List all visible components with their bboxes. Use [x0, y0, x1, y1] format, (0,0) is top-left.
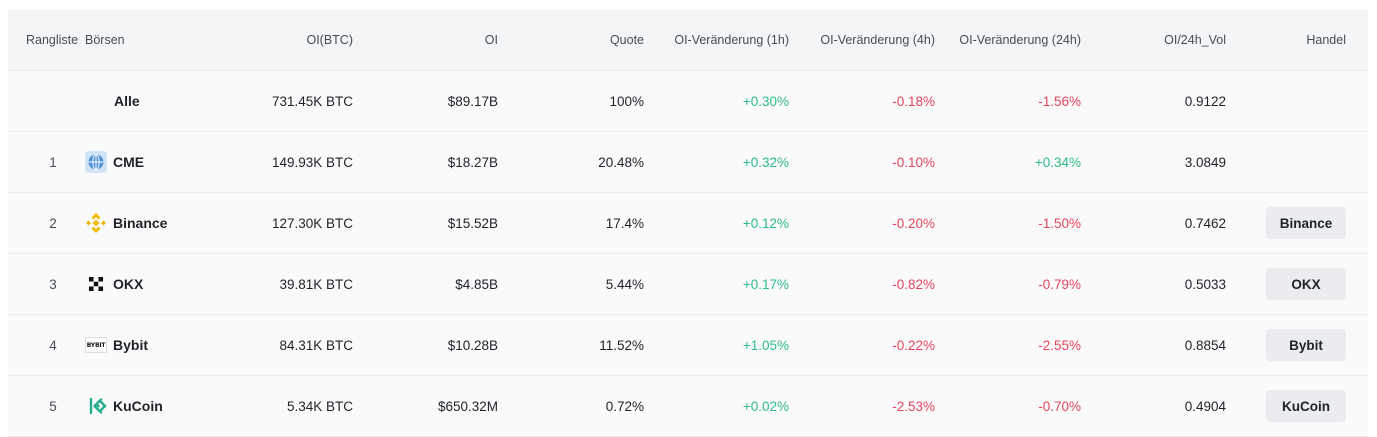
oi-vol-cell: 0.5033	[1184, 276, 1226, 292]
oi-vol-cell: 3.0849	[1184, 154, 1226, 170]
oi-vol-cell: 0.8854	[1184, 337, 1226, 353]
change-4h-cell: -0.10%	[892, 154, 935, 170]
oi-btc-cell: 149.93K BTC	[271, 154, 353, 170]
share-cell: 17.4%	[605, 215, 644, 231]
oi-cell: $650.32M	[437, 398, 498, 414]
oi-btc-cell: 731.45K BTC	[271, 93, 353, 109]
oi-btc-cell: 84.31K BTC	[279, 337, 353, 353]
exchange-cell[interactable]: Alle	[85, 93, 205, 109]
change-1h-cell: +0.32%	[742, 154, 789, 170]
change-1h-cell: +0.12%	[742, 215, 789, 231]
trade-button-okx[interactable]: OKX	[1266, 268, 1346, 300]
header-change-1h[interactable]: OI-Veränderung (1h)	[674, 33, 789, 47]
table-row[interactable]: 2 Binance 127.30K BTC $15.52B 17.4% +0.1…	[8, 193, 1368, 254]
change-24h-cell: -1.56%	[1038, 93, 1081, 109]
oi-cell: $18.27B	[447, 154, 498, 170]
trade-button-binance[interactable]: Binance	[1266, 207, 1346, 239]
exchange-cell[interactable]: OKX	[85, 273, 205, 295]
exchange-cell[interactable]: KuCoin	[85, 395, 205, 417]
binance-logo-icon	[85, 212, 107, 234]
exchange-cell[interactable]: Binance	[85, 212, 205, 234]
rank-cell: 4	[49, 337, 57, 353]
oi-cell: $10.28B	[447, 337, 498, 353]
oi-vol-cell: 0.4904	[1184, 398, 1226, 414]
exchange-name: Alle	[114, 93, 140, 109]
header-trade: Handel	[1306, 33, 1346, 47]
change-24h-cell: -0.70%	[1038, 398, 1081, 414]
rank-cell: 2	[49, 215, 57, 231]
change-1h-cell: +0.02%	[742, 398, 789, 414]
oi-btc-cell: 5.34K BTC	[286, 398, 353, 414]
header-rank[interactable]: Rangliste	[26, 33, 79, 47]
change-24h-cell: -2.55%	[1038, 337, 1081, 353]
change-24h-cell: -0.79%	[1038, 276, 1081, 292]
kucoin-logo-icon	[85, 395, 107, 417]
rank-cell: 3	[49, 276, 57, 292]
header-change-24h[interactable]: OI-Veränderung (24h)	[959, 33, 1081, 47]
rank-cell: 1	[49, 154, 57, 170]
exchange-name: Binance	[113, 215, 168, 231]
table-header: Rangliste Börsen OI(BTC) OI Quote OI-Ver…	[8, 10, 1368, 71]
share-cell: 100%	[609, 93, 644, 109]
header-oi-btc[interactable]: OI(BTC)	[306, 33, 353, 47]
trade-button-bybit[interactable]: Bybit	[1266, 329, 1346, 361]
oi-cell: $4.85B	[455, 276, 498, 292]
share-cell: 5.44%	[605, 276, 644, 292]
change-1h-cell: +0.17%	[742, 276, 789, 292]
change-1h-cell: +0.30%	[742, 93, 789, 109]
trade-button-kucoin[interactable]: KuCoin	[1266, 390, 1346, 422]
globe-icon	[85, 151, 107, 173]
change-4h-cell: -0.82%	[892, 276, 935, 292]
change-4h-cell: -0.22%	[892, 337, 935, 353]
change-24h-cell: +0.34%	[1034, 154, 1081, 170]
oi-cell: $15.52B	[447, 215, 498, 231]
table-row[interactable]: 1 CME 149.93K BTC $18.27B 20.48% +0.32% …	[8, 132, 1368, 193]
share-cell: 0.72%	[605, 398, 644, 414]
trade-cell: OKX	[1226, 268, 1356, 300]
open-interest-table: Rangliste Börsen OI(BTC) OI Quote OI-Ver…	[8, 10, 1368, 437]
oi-cell: $89.17B	[447, 93, 498, 109]
change-24h-cell: -1.50%	[1038, 215, 1081, 231]
exchange-cell[interactable]: CME	[85, 151, 205, 173]
header-oi[interactable]: OI	[484, 33, 498, 47]
trade-cell: Bybit	[1226, 329, 1356, 361]
table-row[interactable]: Alle 731.45K BTC $89.17B 100% +0.30% -0.…	[8, 71, 1368, 132]
change-1h-cell: +1.05%	[742, 337, 789, 353]
table-row[interactable]: 4 BYBIT Bybit 84.31K BTC $10.28B 11.52% +…	[8, 315, 1368, 376]
trade-cell: Binance	[1226, 207, 1356, 239]
change-4h-cell: -0.18%	[892, 93, 935, 109]
exchange-name: KuCoin	[113, 398, 163, 414]
header-oi-vol[interactable]: OI/24h_Vol	[1164, 33, 1226, 47]
exchange-cell[interactable]: BYBIT Bybit	[85, 334, 205, 356]
trade-cell: KuCoin	[1226, 390, 1356, 422]
header-exchange[interactable]: Börsen	[85, 33, 125, 47]
header-change-4h[interactable]: OI-Veränderung (4h)	[820, 33, 935, 47]
table-body: Alle 731.45K BTC $89.17B 100% +0.30% -0.…	[8, 71, 1368, 437]
oi-vol-cell: 0.7462	[1184, 215, 1226, 231]
header-share[interactable]: Quote	[609, 33, 644, 47]
change-4h-cell: -0.20%	[892, 215, 935, 231]
exchange-name: CME	[113, 154, 145, 170]
oi-btc-cell: 127.30K BTC	[271, 215, 353, 231]
change-4h-cell: -2.53%	[892, 398, 935, 414]
oi-vol-cell: 0.9122	[1184, 93, 1226, 109]
table-row[interactable]: 3 OKX 39.81K BTC $4.85B 5.44% +0.17% -0.…	[8, 254, 1368, 315]
okx-logo-icon	[85, 273, 107, 295]
rank-cell: 5	[49, 398, 57, 414]
share-cell: 11.52%	[599, 337, 644, 353]
share-cell: 20.48%	[598, 154, 644, 170]
exchange-name: OKX	[113, 276, 144, 292]
bybit-logo-icon: BYBIT	[85, 334, 107, 356]
oi-btc-cell: 39.81K BTC	[279, 276, 353, 292]
exchange-name: Bybit	[113, 337, 148, 353]
